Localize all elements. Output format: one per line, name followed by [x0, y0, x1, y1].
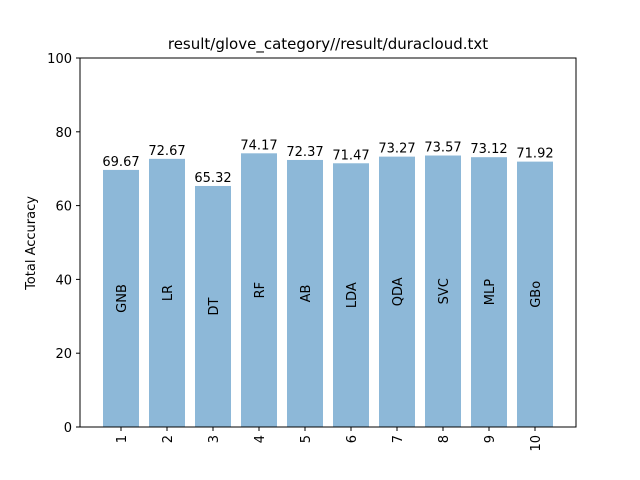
- bar-value-label: 71.47: [332, 148, 369, 163]
- bar: [103, 169, 139, 427]
- bar-inner-label: LR: [161, 285, 176, 301]
- bar-value-label: 65.32: [194, 171, 231, 186]
- y-axis-label: Total Accuracy: [24, 196, 39, 291]
- x-tick-label: 3: [207, 435, 222, 443]
- bar-inner-label: GBo: [529, 281, 544, 308]
- bar-inner-label: MLP: [483, 279, 498, 305]
- chart-title: result/glove_category//result/duracloud.…: [168, 35, 488, 54]
- bar-inner-label: RF: [253, 282, 268, 299]
- x-tick-label: 6: [345, 435, 360, 443]
- bar-value-label: 73.12: [470, 142, 507, 157]
- y-tick-label: 40: [55, 273, 72, 288]
- x-tick-label: 1: [115, 435, 130, 443]
- bar: [241, 153, 277, 428]
- bar-value-label: 71.92: [516, 147, 553, 162]
- y-tick-label: 20: [55, 347, 72, 362]
- bar-value-label: 72.67: [148, 144, 185, 159]
- x-tick-label: 10: [529, 435, 544, 452]
- x-tick-label: 4: [253, 435, 268, 443]
- x-tick-label: 8: [437, 435, 452, 443]
- x-tick-label: 2: [161, 435, 176, 443]
- bar: [517, 161, 553, 427]
- bar-inner-label: QDA: [391, 277, 406, 306]
- bar-inner-label: DT: [207, 297, 222, 315]
- bar: [195, 185, 231, 427]
- plot-frame: [79, 57, 577, 428]
- y-tick-label: 100: [47, 52, 72, 67]
- x-tick-label: 9: [483, 435, 498, 443]
- y-tick-label: 80: [55, 126, 72, 141]
- bar: [471, 157, 507, 427]
- bar-value-label: 73.27: [378, 142, 415, 157]
- x-tick-label: 5: [299, 435, 314, 443]
- bar: [425, 155, 461, 427]
- bar-value-label: 72.37: [286, 145, 323, 160]
- bar: [333, 163, 369, 427]
- bar: [149, 158, 185, 427]
- y-tick-label: 60: [55, 200, 72, 215]
- bars-group: 69.67 GNB 72.67 LR 65.32 DT 74.17 RF 72.37 AB 71.4…: [102, 138, 554, 428]
- bar: [379, 156, 415, 427]
- bar-inner-label: SVC: [437, 278, 452, 304]
- bar-inner-label: LDA: [345, 282, 360, 308]
- bar: [287, 159, 323, 427]
- x-tick-label: 7: [391, 435, 406, 443]
- bar-value-label: 73.57: [424, 141, 461, 156]
- bar-value-label: 69.67: [102, 155, 139, 170]
- bar-inner-label: GNB: [115, 284, 130, 313]
- bar-value-label: 74.17: [240, 138, 277, 153]
- y-tick-label: 0: [64, 421, 72, 436]
- bar-inner-label: AB: [299, 285, 314, 303]
